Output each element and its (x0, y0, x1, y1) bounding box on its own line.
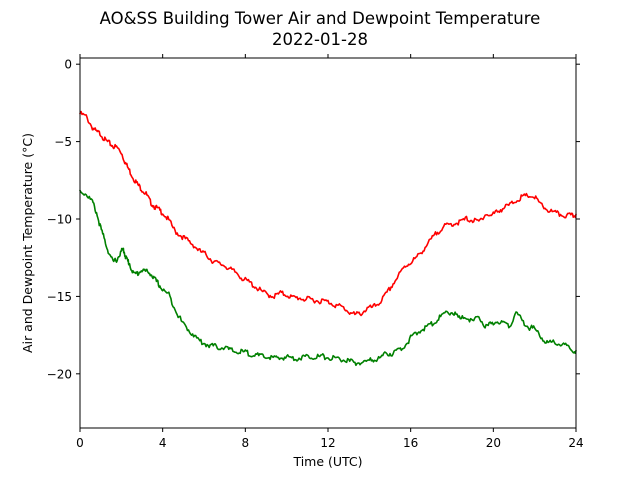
x-tick-label: 20 (486, 436, 501, 450)
chart-title: AO&SS Building Tower Air and Dewpoint Te… (100, 9, 541, 28)
plot-series-group (79, 110, 577, 367)
y-axis-label: Air and Dewpoint Temperature (°C) (20, 133, 35, 353)
x-tick-label: 24 (568, 436, 583, 450)
plot-frame (79, 57, 577, 429)
x-tick-label: 12 (320, 436, 335, 450)
y-tick-label: −15 (47, 290, 72, 304)
x-tick-label: 8 (242, 436, 250, 450)
y-tick-label: −10 (47, 213, 72, 227)
series-line-green (79, 189, 577, 367)
ticks-group: 0 4 8 12 16 20 24 0 −5 −10 −15 −20 (47, 54, 584, 450)
x-axis-label: Time (UTC) (292, 454, 362, 469)
y-tick-label: −20 (47, 367, 72, 381)
series-line-red (79, 110, 577, 317)
chart-subtitle: 2022-01-28 (272, 30, 368, 49)
x-tick-label: 4 (159, 436, 167, 450)
x-tick-label: 16 (403, 436, 418, 450)
y-tick-label: −5 (54, 135, 72, 149)
y-tick-label: 0 (64, 58, 72, 72)
x-tick-label: 0 (76, 436, 84, 450)
